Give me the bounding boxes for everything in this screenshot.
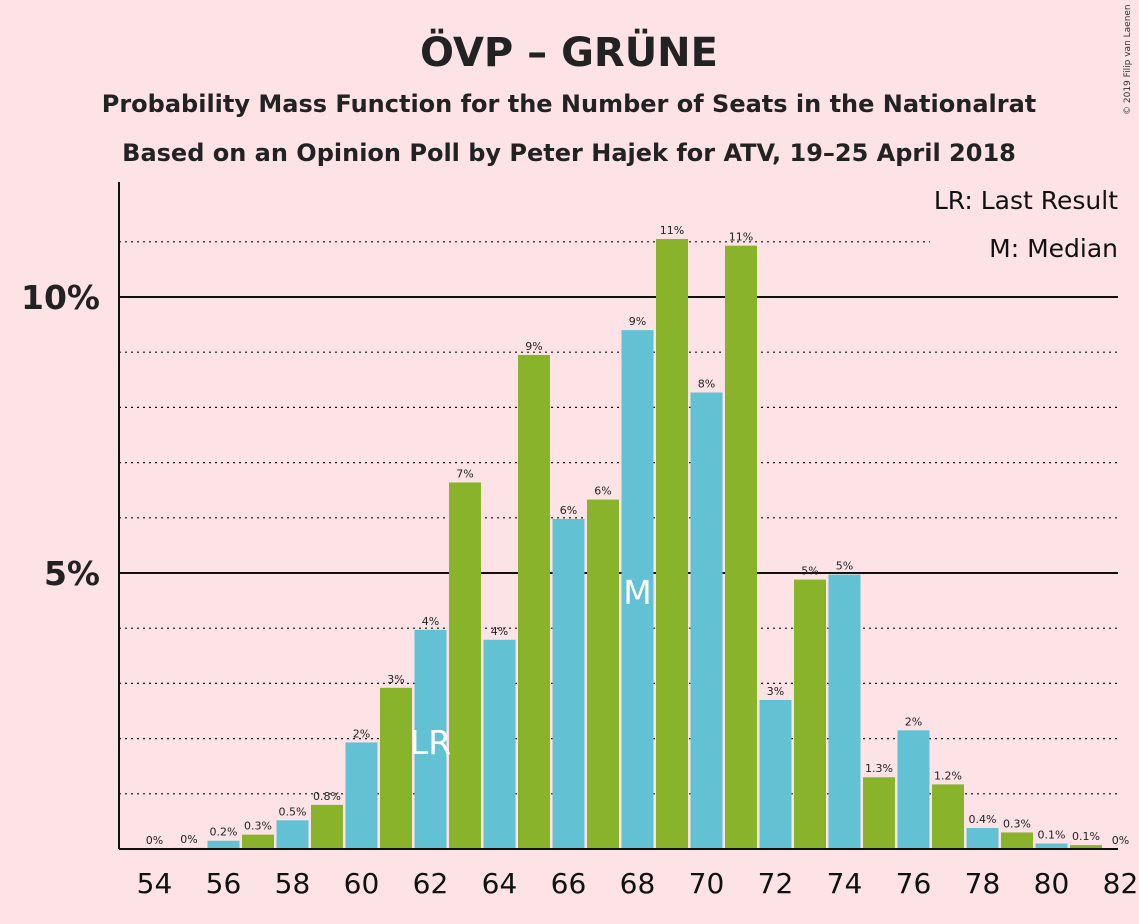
bar-seat-70 bbox=[690, 392, 723, 849]
bar-seat-57 bbox=[242, 834, 274, 849]
bar-seat-59 bbox=[311, 804, 343, 849]
bar-seat-61 bbox=[380, 687, 412, 849]
data-label-seat-65: 9% bbox=[525, 340, 542, 353]
data-label-seat-54: 0% bbox=[146, 834, 163, 847]
bar-seat-80 bbox=[1035, 843, 1068, 849]
data-label-seat-77: 1.2% bbox=[934, 769, 962, 782]
bar-seat-78 bbox=[966, 828, 999, 849]
data-label-seat-76: 2% bbox=[905, 715, 922, 728]
legend-background bbox=[930, 184, 1120, 270]
bar-seat-71 bbox=[725, 245, 757, 849]
x-tick-label-70: 70 bbox=[689, 867, 725, 900]
data-label-seat-73: 5% bbox=[801, 565, 818, 578]
x-tick-label-68: 68 bbox=[620, 867, 656, 900]
x-tick-label-58: 58 bbox=[275, 867, 311, 900]
data-label-seat-82: 0% bbox=[1112, 834, 1129, 847]
x-tick-label-78: 78 bbox=[965, 867, 1001, 900]
bar-seat-72 bbox=[759, 699, 792, 849]
x-tick-label-62: 62 bbox=[413, 867, 449, 900]
bar-seat-76 bbox=[897, 730, 930, 849]
x-tick-label-76: 76 bbox=[896, 867, 932, 900]
data-label-seat-70: 8% bbox=[698, 377, 715, 390]
data-label-seat-75: 1.3% bbox=[865, 762, 893, 775]
data-label-seat-79: 0.3% bbox=[1003, 817, 1031, 830]
bar-seat-81 bbox=[1070, 845, 1102, 849]
data-label-seat-57: 0.3% bbox=[244, 820, 272, 833]
bars bbox=[173, 239, 1102, 850]
bar-seat-74 bbox=[828, 574, 861, 849]
x-tick-label-60: 60 bbox=[344, 867, 380, 900]
data-label-seat-62: 4% bbox=[422, 615, 439, 628]
data-label-seat-56: 0.2% bbox=[210, 826, 238, 839]
bar-seat-68 bbox=[621, 330, 654, 849]
data-label-seat-78: 0.4% bbox=[969, 813, 997, 826]
median-marker: M bbox=[623, 573, 651, 612]
y-axis-ticks: 5% 10% bbox=[21, 278, 100, 593]
bar-seat-62 bbox=[414, 629, 447, 849]
chart-subtitle-1: Probability Mass Function for the Number… bbox=[102, 90, 1037, 118]
bar-seat-60 bbox=[345, 742, 378, 849]
y-tick-label: 10% bbox=[21, 278, 100, 317]
x-tick-label-82: 82 bbox=[1103, 867, 1139, 900]
bar-seat-67 bbox=[587, 499, 619, 849]
data-labels: 0% 0% 0.2% 0.3% 0.5% 0.8% 2% 3% 4% 7% 4% 9% 6% 6% 9% 11… bbox=[146, 224, 1129, 847]
x-tick-label-64: 64 bbox=[482, 867, 518, 900]
bar-seat-75 bbox=[863, 777, 895, 849]
data-label-seat-72: 3% bbox=[767, 685, 784, 698]
data-label-seat-64: 4% bbox=[491, 625, 508, 638]
data-label-seat-59: 0.8% bbox=[313, 790, 341, 803]
y-tick-label: 5% bbox=[44, 554, 100, 593]
data-label-seat-67: 6% bbox=[594, 485, 611, 498]
data-label-seat-71: 11% bbox=[729, 231, 753, 244]
chart-subtitle-2: Based on an Opinion Poll by Peter Hajek … bbox=[122, 139, 1016, 167]
data-label-seat-63: 7% bbox=[456, 467, 473, 480]
data-label-seat-66: 6% bbox=[560, 504, 577, 517]
data-label-seat-58: 0.5% bbox=[279, 805, 307, 818]
x-tick-label-56: 56 bbox=[206, 867, 242, 900]
legend-last-result: LR: Last Result bbox=[934, 186, 1118, 215]
markers: LR M bbox=[410, 573, 652, 762]
bar-seat-65 bbox=[518, 354, 550, 849]
bar-seat-63 bbox=[449, 482, 481, 849]
x-tick-label-80: 80 bbox=[1034, 867, 1070, 900]
bar-seat-77 bbox=[932, 784, 964, 849]
x-tick-label-54: 54 bbox=[137, 867, 173, 900]
data-label-seat-55: 0% bbox=[180, 833, 197, 846]
copyright-note: © 2019 Filip van Laenen bbox=[1123, 4, 1133, 115]
last-result-marker: LR bbox=[410, 723, 451, 762]
bar-seat-79 bbox=[1001, 832, 1033, 849]
bar-seat-64 bbox=[483, 639, 516, 849]
legend-median: M: Median bbox=[989, 234, 1118, 263]
bar-seat-56 bbox=[207, 840, 240, 849]
bar-seat-69 bbox=[656, 239, 688, 850]
data-label-seat-81: 0.1% bbox=[1072, 830, 1100, 843]
data-label-seat-80: 0.1% bbox=[1038, 828, 1066, 841]
data-label-seat-61: 3% bbox=[387, 673, 404, 686]
chart-title: ÖVP – GRÜNE bbox=[420, 28, 718, 76]
bar-seat-73 bbox=[794, 579, 826, 849]
data-label-seat-60: 2% bbox=[353, 727, 370, 740]
x-tick-label-66: 66 bbox=[551, 867, 587, 900]
bar-seat-58 bbox=[276, 820, 309, 849]
x-axis-ticks: 54 56 58 60 62 64 66 68 70 72 74 76 78 80 82 bbox=[137, 867, 1139, 900]
x-tick-label-74: 74 bbox=[827, 867, 863, 900]
data-label-seat-69: 11% bbox=[660, 224, 684, 237]
bar-seat-66 bbox=[552, 518, 585, 849]
x-tick-label-72: 72 bbox=[758, 867, 794, 900]
data-label-seat-74: 5% bbox=[836, 560, 853, 573]
data-label-seat-68: 9% bbox=[629, 315, 646, 328]
